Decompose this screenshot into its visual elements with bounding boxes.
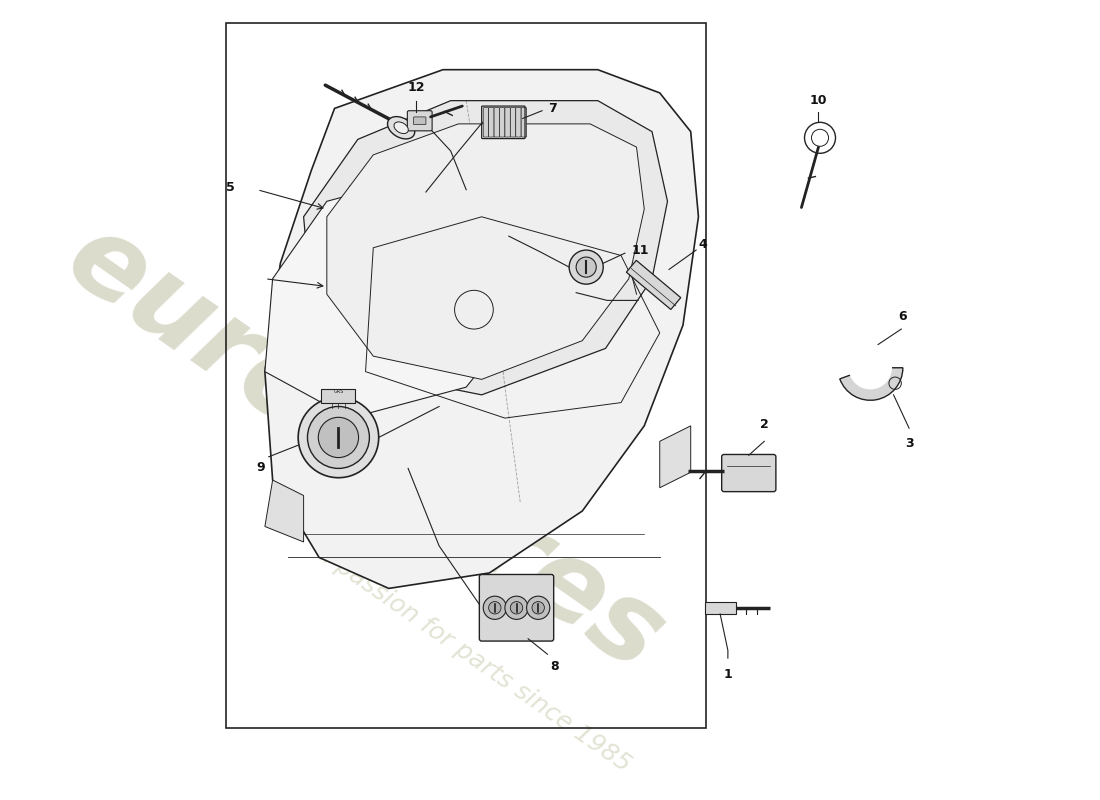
Circle shape: [318, 418, 359, 458]
Ellipse shape: [387, 117, 415, 139]
FancyBboxPatch shape: [488, 108, 494, 137]
Text: 12: 12: [407, 81, 425, 94]
Circle shape: [576, 257, 596, 277]
Text: eurospares: eurospares: [47, 204, 684, 694]
Text: 6: 6: [899, 310, 907, 323]
FancyBboxPatch shape: [516, 108, 521, 137]
FancyBboxPatch shape: [505, 108, 510, 137]
Text: 10: 10: [810, 94, 827, 107]
Text: 7: 7: [548, 102, 557, 115]
Circle shape: [849, 346, 892, 390]
Circle shape: [298, 397, 378, 478]
FancyBboxPatch shape: [626, 260, 681, 310]
Text: 2: 2: [760, 418, 769, 431]
Text: GRS: GRS: [333, 389, 343, 394]
FancyBboxPatch shape: [407, 110, 432, 131]
Text: 4: 4: [698, 238, 707, 251]
Circle shape: [483, 596, 506, 619]
Text: 8: 8: [550, 661, 559, 674]
Text: 5: 5: [226, 181, 234, 194]
Circle shape: [510, 602, 522, 614]
FancyBboxPatch shape: [321, 390, 355, 403]
Circle shape: [569, 250, 603, 284]
FancyBboxPatch shape: [722, 454, 776, 492]
Polygon shape: [265, 170, 528, 418]
FancyBboxPatch shape: [494, 108, 499, 137]
Circle shape: [488, 602, 501, 614]
Text: 9: 9: [256, 461, 265, 474]
Text: 1: 1: [724, 668, 733, 681]
Polygon shape: [660, 426, 691, 488]
FancyBboxPatch shape: [521, 108, 527, 137]
Text: 11: 11: [631, 243, 649, 257]
Ellipse shape: [394, 122, 408, 134]
FancyBboxPatch shape: [414, 117, 426, 125]
FancyBboxPatch shape: [510, 108, 516, 137]
Polygon shape: [265, 480, 304, 542]
Polygon shape: [265, 70, 698, 589]
FancyBboxPatch shape: [480, 574, 553, 641]
FancyBboxPatch shape: [499, 108, 505, 137]
Polygon shape: [327, 124, 645, 379]
Circle shape: [308, 406, 370, 469]
Bar: [227, 23, 706, 728]
Circle shape: [532, 602, 544, 614]
Text: 3: 3: [904, 438, 913, 450]
Circle shape: [527, 596, 550, 619]
Text: a passion for parts since 1985: a passion for parts since 1985: [312, 540, 636, 776]
FancyBboxPatch shape: [705, 602, 736, 614]
FancyBboxPatch shape: [483, 108, 488, 137]
Wedge shape: [839, 368, 903, 400]
Circle shape: [505, 596, 528, 619]
Polygon shape: [304, 101, 668, 395]
